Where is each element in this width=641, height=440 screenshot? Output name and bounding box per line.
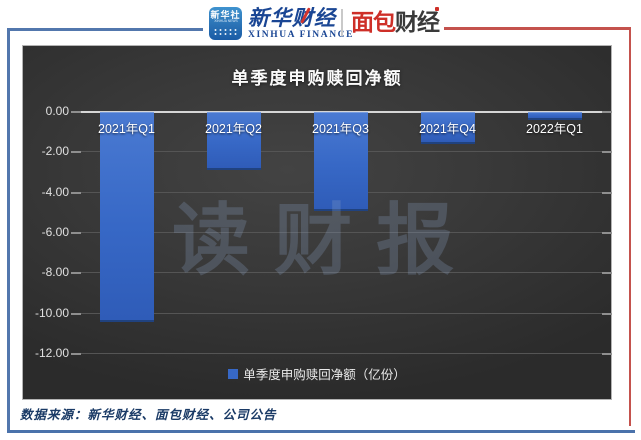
y-tickmark-right [602,151,612,154]
chart-title: 单季度申购赎回净额 [231,69,403,88]
y-tickmark-right [602,232,612,235]
y-tickmark-right [602,111,612,113]
xinhua-brand-text: 新华财经 XINHUA FINANCE [248,7,354,40]
y-tickmark-right [602,191,612,194]
bar [206,112,261,171]
y-tickmark-left [71,111,81,113]
y-tick-label: -2.00 [41,144,69,159]
mianbao-trademark-icon [435,7,439,11]
watermark: 读财报 [172,196,479,284]
chart-panel: 单季度申购赎回净额 读财报 单季度申购赎回净额（亿份） 0.00 -2.00 -4.… [22,45,612,400]
y-tickmark-left [71,191,81,194]
x-category-label: 2021年Q1 [98,122,155,136]
mianbao-finance-logo: 面包财经 [351,7,440,35]
bar [313,112,368,211]
frame-top-left-line [7,28,203,31]
y-tickmark-right [602,312,612,315]
bar [527,112,582,121]
logo-divider [341,9,343,36]
y-tickmark-left [71,151,81,154]
x-category-label: 2021年Q2 [205,122,262,136]
frame-left-line [7,28,10,432]
y-tickmark-left [71,353,81,356]
gridline [73,272,608,274]
legend-label: 单季度申购赎回净额（亿份） [243,368,406,382]
y-tickmark-right [602,272,612,275]
xinhua-brand-subtitle: XINHUA FINANCE [248,30,355,40]
mianbao-logo-red-part: 面包 [351,9,396,35]
gridline [73,353,608,355]
x-category-label: 2021年Q4 [419,122,476,136]
y-tick-label: -8.00 [41,265,69,280]
xinhua-globe-dots-icon [212,28,239,37]
bar [420,112,475,145]
y-tick-label: -6.00 [41,225,69,240]
y-tick-label: 0.00 [45,104,69,118]
data-source-note: 数据来源：新华财经、面包财经、公司公告 [20,408,277,422]
xinhua-square-text: 新华社 [210,10,241,20]
y-tick-label: -12.00 [34,346,69,361]
bar [99,112,154,322]
mianbao-logo-dark-part: 财经 [395,9,440,35]
y-tickmark-left [71,232,81,235]
header: 新华社 XINHUA NEWS 新华财经 XINHUA FINANCE 面包财经 [0,0,641,46]
gridline [73,312,608,314]
y-tickmark-left [71,312,81,315]
xinhua-finance-logo: 新华社 XINHUA NEWS 新华财经 XINHUA FINANCE [209,7,354,40]
y-tickmark-right [602,353,612,356]
legend-swatch-icon [228,368,239,379]
x-category-label: 2022年Q1 [526,122,583,136]
frame-right-line [628,27,631,426]
y-tickmark-left [71,272,81,275]
xinhua-square-subtext: XINHUA NEWS [213,19,238,23]
xinhua-brand-name: 新华财经 [248,6,336,30]
chart-legend: 单季度申购赎回净额（亿份） [23,364,611,383]
frame-top-right-line [444,27,631,30]
gridline [73,232,608,234]
y-tick-label: -4.00 [41,184,69,199]
x-category-label: 2021年Q3 [312,122,369,136]
xinhua-news-agency-icon: 新华社 XINHUA NEWS [209,7,242,40]
frame-bottom-line [7,430,635,433]
y-tick-label: -10.00 [34,305,69,320]
